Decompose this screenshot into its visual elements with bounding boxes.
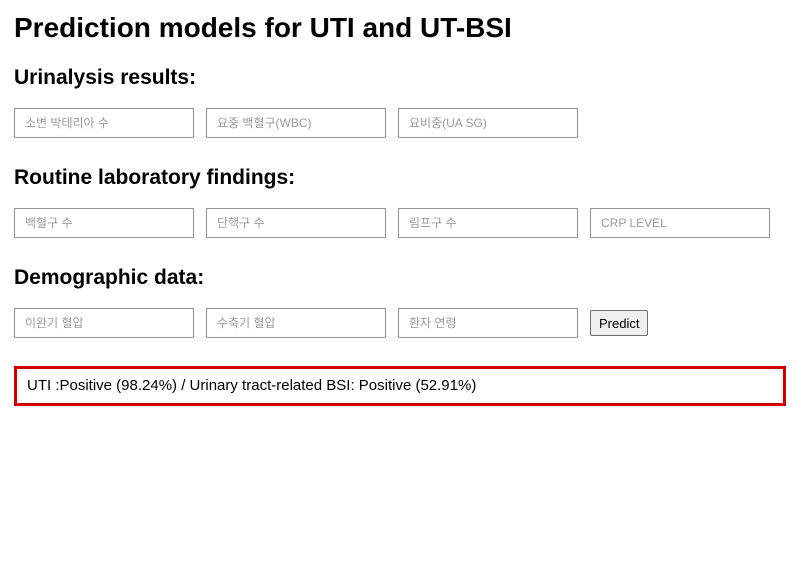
- result-text: UTI :Positive (98.24%) / Urinary tract-r…: [27, 377, 476, 394]
- age-input[interactable]: [398, 308, 578, 338]
- wbc-count-input[interactable]: [14, 208, 194, 238]
- section-heading-urinalysis: Urinalysis results:: [14, 66, 786, 90]
- ua-sg-input[interactable]: [398, 108, 578, 138]
- demographic-row: Predict: [14, 308, 786, 338]
- dbp-input[interactable]: [14, 308, 194, 338]
- predict-button[interactable]: Predict: [590, 310, 648, 336]
- page-title: Prediction models for UTI and UT-BSI: [14, 12, 786, 44]
- mono-count-input[interactable]: [206, 208, 386, 238]
- result-box: UTI :Positive (98.24%) / Urinary tract-r…: [14, 366, 786, 406]
- routine-row: [14, 208, 786, 238]
- section-heading-demographic: Demographic data:: [14, 266, 786, 290]
- crp-input[interactable]: [590, 208, 770, 238]
- urinalysis-row: [14, 108, 786, 138]
- urine-wbc-input[interactable]: [206, 108, 386, 138]
- lymph-count-input[interactable]: [398, 208, 578, 238]
- sbp-input[interactable]: [206, 308, 386, 338]
- bacteria-input[interactable]: [14, 108, 194, 138]
- section-heading-routine: Routine laboratory findings:: [14, 166, 786, 190]
